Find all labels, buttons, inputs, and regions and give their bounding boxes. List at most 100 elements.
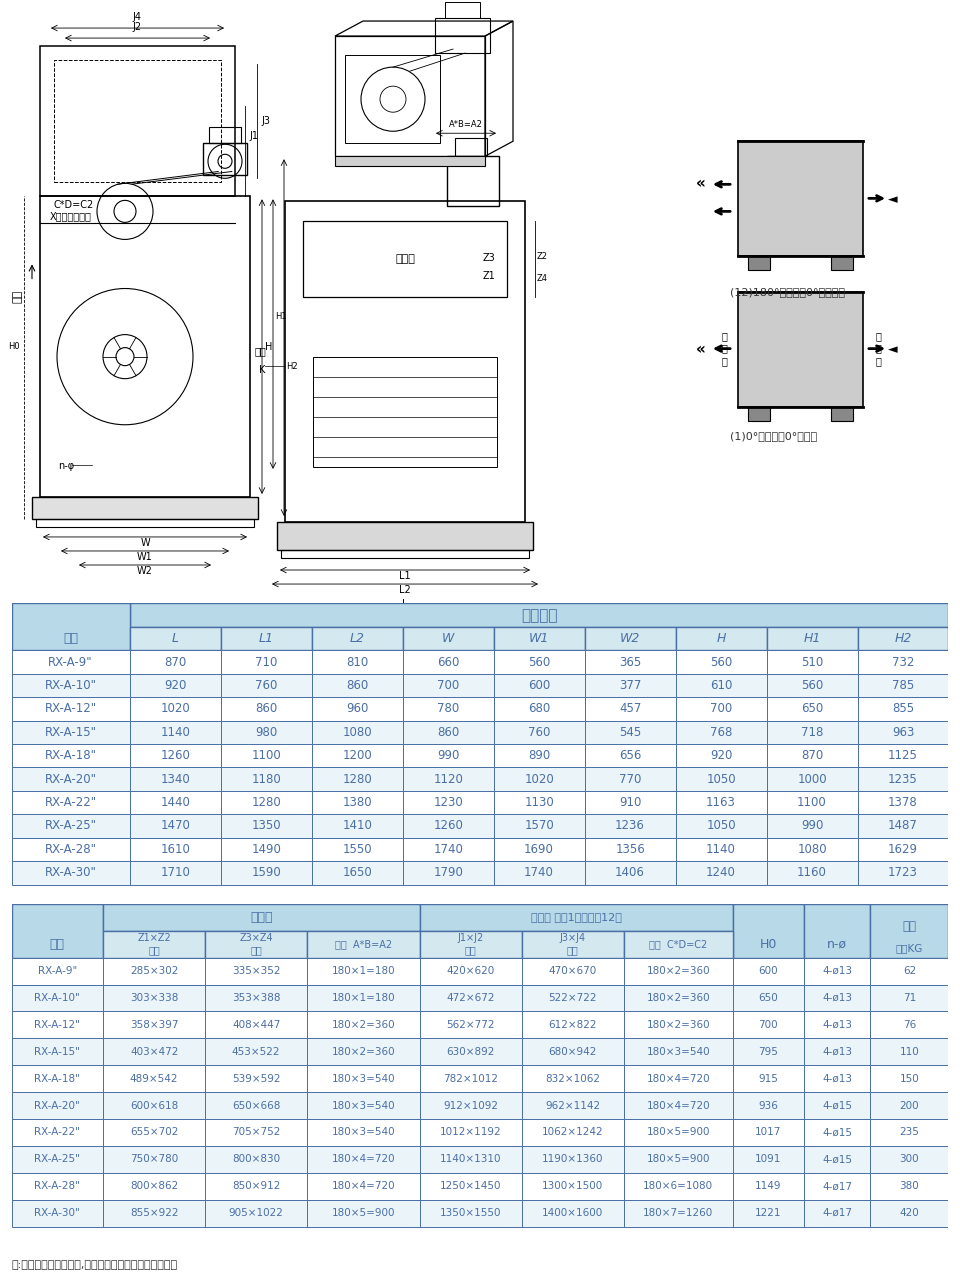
- Bar: [205, 1199, 307, 1226]
- Bar: [857, 674, 948, 697]
- Bar: [312, 791, 402, 814]
- Text: J1×J2
内径: J1×J2 内径: [458, 933, 484, 955]
- Text: 600×618: 600×618: [130, 1100, 179, 1111]
- Bar: [103, 1172, 205, 1199]
- Text: 180×2=360: 180×2=360: [646, 966, 710, 976]
- Text: 型号: 型号: [50, 937, 65, 950]
- Bar: [12, 1093, 103, 1118]
- Text: 1240: 1240: [707, 867, 736, 880]
- Bar: [12, 1118, 103, 1145]
- Text: 1356: 1356: [615, 842, 645, 856]
- Text: 1570: 1570: [524, 819, 554, 832]
- Text: J3: J3: [261, 117, 270, 126]
- Bar: [857, 650, 948, 674]
- Bar: [307, 958, 420, 985]
- Text: RX-A-28": RX-A-28": [44, 842, 97, 856]
- Bar: [857, 814, 948, 837]
- Text: H0: H0: [759, 937, 777, 950]
- Text: 655×702: 655×702: [130, 1127, 179, 1138]
- Text: 1120: 1120: [433, 773, 463, 786]
- Text: 870: 870: [164, 656, 186, 669]
- Bar: [130, 650, 221, 674]
- Bar: [12, 743, 130, 768]
- Text: 1490: 1490: [252, 842, 281, 856]
- Text: RX-A-9": RX-A-9": [37, 966, 77, 976]
- Bar: [402, 743, 493, 768]
- Bar: [303, 221, 507, 297]
- Text: (12)180°上出风口0°上吸风口: (12)180°上出风口0°上吸风口: [730, 286, 845, 297]
- Text: RX-A-20": RX-A-20": [35, 1100, 81, 1111]
- Text: 732: 732: [892, 656, 914, 669]
- Text: H: H: [716, 632, 726, 645]
- Text: ◄: ◄: [888, 194, 898, 207]
- Text: 180×6=1080: 180×6=1080: [643, 1181, 713, 1192]
- Bar: [36, 519, 254, 526]
- Bar: [130, 791, 221, 814]
- Bar: [12, 1145, 103, 1172]
- Text: 920: 920: [164, 679, 186, 692]
- Text: 768: 768: [709, 725, 732, 738]
- Text: 353×388: 353×388: [232, 993, 280, 1003]
- Text: 600: 600: [758, 966, 779, 976]
- Bar: [130, 603, 948, 627]
- Bar: [766, 862, 857, 885]
- Text: H0: H0: [9, 342, 20, 351]
- Text: 1020: 1020: [524, 773, 554, 786]
- Text: 1710: 1710: [160, 867, 190, 880]
- Text: W: W: [140, 538, 150, 548]
- Text: 4-ø13: 4-ø13: [822, 1046, 852, 1057]
- Bar: [831, 407, 853, 421]
- Bar: [766, 791, 857, 814]
- Bar: [624, 1039, 733, 1066]
- Text: 303×338: 303×338: [130, 993, 179, 1003]
- Bar: [585, 791, 676, 814]
- Bar: [285, 202, 525, 521]
- Text: L1: L1: [258, 632, 274, 645]
- Text: X向（进风口）: X向（进风口）: [50, 212, 92, 221]
- Text: 539×592: 539×592: [232, 1073, 280, 1084]
- Text: 1378: 1378: [888, 796, 918, 809]
- Text: 1140: 1140: [707, 842, 736, 856]
- Text: 358×397: 358×397: [130, 1019, 179, 1030]
- Bar: [871, 958, 948, 985]
- Bar: [130, 697, 221, 720]
- Text: 680×942: 680×942: [548, 1046, 597, 1057]
- Bar: [420, 931, 521, 958]
- Text: 1280: 1280: [252, 796, 281, 809]
- Bar: [521, 1199, 624, 1226]
- Text: 718: 718: [801, 725, 824, 738]
- Text: 403×472: 403×472: [130, 1046, 179, 1057]
- Bar: [871, 1066, 948, 1093]
- Text: 1100: 1100: [797, 796, 827, 809]
- Bar: [277, 521, 533, 550]
- Text: K: K: [259, 365, 265, 375]
- Bar: [307, 1093, 420, 1118]
- Text: 1260: 1260: [433, 819, 463, 832]
- Text: 1723: 1723: [888, 867, 918, 880]
- Text: 1410: 1410: [342, 819, 372, 832]
- Text: Z1×Z2
内径: Z1×Z2 内径: [137, 933, 171, 955]
- Bar: [12, 791, 130, 814]
- Text: 4-ø15: 4-ø15: [822, 1127, 852, 1138]
- Bar: [766, 697, 857, 720]
- Bar: [345, 55, 440, 144]
- Text: RX-A-30": RX-A-30": [45, 867, 97, 880]
- Text: 770: 770: [619, 773, 641, 786]
- Bar: [312, 837, 402, 862]
- Bar: [312, 627, 402, 650]
- Text: W2: W2: [137, 566, 153, 577]
- Text: 180×4=720: 180×4=720: [646, 1073, 710, 1084]
- Text: ◄: ◄: [888, 344, 898, 357]
- Bar: [871, 1039, 948, 1066]
- Bar: [420, 1172, 521, 1199]
- Text: 700: 700: [710, 702, 732, 715]
- Text: 1012×1192: 1012×1192: [440, 1127, 501, 1138]
- Text: 650×668: 650×668: [232, 1100, 280, 1111]
- Text: 76: 76: [902, 1019, 916, 1030]
- Text: 855×922: 855×922: [130, 1208, 179, 1219]
- Text: 610: 610: [709, 679, 732, 692]
- Bar: [402, 791, 493, 814]
- Text: 1130: 1130: [524, 796, 554, 809]
- Text: RX-A-15": RX-A-15": [44, 725, 97, 738]
- Text: RX-A-12": RX-A-12": [44, 702, 97, 715]
